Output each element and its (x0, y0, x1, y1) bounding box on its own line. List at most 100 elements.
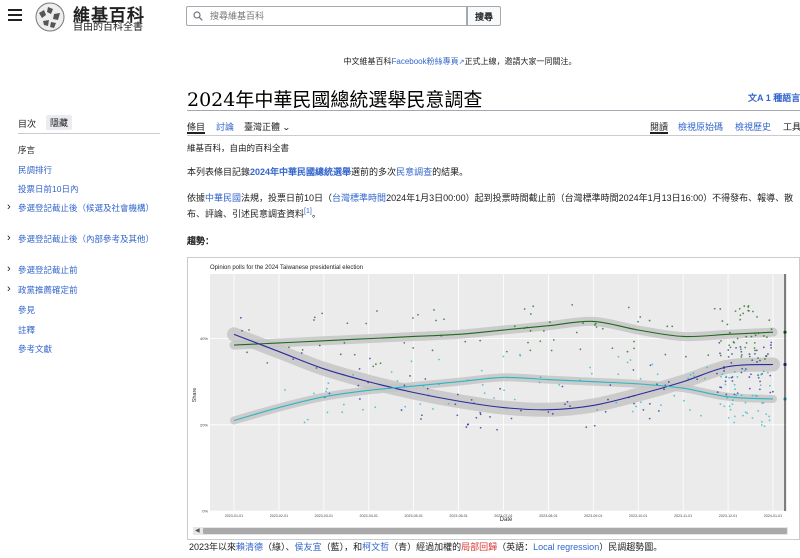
toc-item-rankings[interactable]: 民調排行 (18, 165, 53, 175)
y-tick-label: 0% (202, 509, 208, 514)
poll-point (493, 397, 495, 399)
poll-point (239, 316, 242, 319)
title-divider (187, 110, 800, 111)
text: 選前的多次 (351, 167, 397, 177)
poll-point (325, 390, 327, 393)
poll-point (627, 306, 630, 309)
poll-point (725, 393, 728, 396)
poll-point (539, 376, 542, 379)
tools-dropdown[interactable]: 工具 (783, 122, 800, 132)
poll-point (660, 404, 662, 406)
poll-point (716, 391, 719, 394)
poll-point (750, 335, 753, 338)
poll-point (404, 405, 407, 408)
poll-point (464, 340, 467, 343)
search-input[interactable] (210, 8, 460, 24)
poll-point (550, 349, 553, 352)
site-notice: 中文維基百科Facebook粉絲專頁↗正式上線，邀請大家一同關注。 (0, 56, 800, 67)
toc-item-notes[interactable]: 註釋 (18, 325, 36, 335)
toc-item-after-registration-1[interactable]: 參選登記截止後（候選及社會機構） (7, 202, 157, 214)
poll-point (734, 310, 737, 313)
poll-point (339, 353, 342, 356)
poll-point (745, 342, 748, 344)
hou-link[interactable]: 侯友宜 (294, 542, 322, 552)
chevron-down-icon: ⌄ (281, 123, 291, 132)
tab-article[interactable]: 條目 (187, 122, 206, 134)
poll-point (736, 337, 739, 340)
poll-point (312, 392, 315, 395)
poll-point (633, 340, 635, 343)
tab-history[interactable]: 檢視歷史 (735, 122, 772, 132)
poll-point (704, 377, 706, 380)
opinion-poll-link[interactable]: 民意調查 (396, 167, 433, 177)
poll-trend-chart[interactable]: Opinion polls for the 2024 Taiwanese pre… (188, 258, 800, 540)
language-button[interactable]: 文A 1 種語言 (748, 91, 800, 104)
toc-item-intro[interactable]: 序言 (18, 145, 36, 155)
poll-point (420, 414, 423, 417)
toc-item-within-10-days[interactable]: 投票日前10日內 (18, 184, 79, 194)
poll-point (379, 362, 382, 365)
reference-1-link[interactable]: [1] (304, 208, 312, 215)
local-regression-en-link[interactable]: Local regression (533, 542, 600, 552)
poll-point (745, 335, 748, 338)
variant-label: 臺灣正體 (244, 122, 281, 132)
chart-scrollbar-thumb[interactable] (203, 528, 787, 534)
tab-talk[interactable]: 討論 (216, 122, 235, 132)
toc-item-see-also[interactable]: 參見 (18, 305, 36, 315)
poll-point (763, 425, 766, 428)
wikipedia-globe-icon[interactable] (34, 1, 66, 33)
lai-link[interactable]: 賴清德 (236, 542, 264, 552)
poll-point (733, 341, 736, 344)
variant-dropdown[interactable]: 臺灣正體 ⌄ (244, 120, 291, 134)
poll-point (593, 324, 596, 326)
poll-point (753, 347, 756, 349)
toc-item-before-nomination[interactable]: 政黨推薦確定前 (7, 284, 157, 296)
poll-point (689, 373, 692, 376)
trend-line (233, 320, 774, 346)
poll-point (575, 331, 578, 334)
logo-wordmark[interactable]: 維基百科 (73, 6, 145, 26)
search-button[interactable]: 搜尋 (467, 6, 501, 26)
poll-point (765, 355, 767, 358)
poll-point (438, 358, 440, 361)
poll-point (358, 398, 361, 400)
toc-hide-button[interactable]: 隱藏 (46, 115, 73, 130)
page-title: 2024年中華民國總統選舉民意調查 (187, 89, 483, 111)
roc-link[interactable]: 中華民國 (205, 193, 242, 203)
poll-point (748, 355, 751, 358)
poll-point (443, 318, 445, 321)
poll-point (571, 304, 574, 306)
poll-point (637, 320, 639, 323)
poll-point (770, 328, 773, 331)
text: （藍），和 (321, 542, 363, 552)
election-link[interactable]: 2024年中華民國總統選舉 (250, 167, 352, 177)
toc-item-references[interactable]: 參考文獻 (18, 344, 53, 354)
ko-link[interactable]: 柯文哲 (362, 542, 390, 552)
poll-point (706, 366, 708, 369)
poll-point (765, 336, 768, 339)
poll-point (432, 408, 434, 410)
toc-item-after-registration-2[interactable]: 參選登記截止後（內部參考及其他） (7, 233, 157, 245)
poll-point (604, 410, 607, 413)
local-regression-link[interactable]: 局部回歸 (461, 542, 498, 552)
poll-point (740, 350, 743, 353)
poll-point (744, 346, 747, 349)
poll-point (595, 326, 598, 328)
external-link-icon: ↗ (458, 59, 465, 66)
poll-point (728, 376, 730, 379)
site-notice-text-after: 正式上線，邀請大家一同關注。 (464, 57, 577, 66)
poll-point (579, 348, 582, 351)
tab-view-source[interactable]: 檢視原始碼 (678, 122, 724, 132)
toc-divider (18, 133, 160, 134)
scroll-left-icon[interactable]: ◀ (195, 528, 200, 534)
poll-point (589, 366, 592, 369)
facebook-page-link[interactable]: Facebook粉絲專頁 (391, 57, 459, 66)
tab-read[interactable]: 閱讀 (650, 122, 669, 134)
poll-point (736, 376, 739, 378)
poll-point (617, 355, 620, 358)
taiwan-time-link[interactable]: 台灣標準時間 (332, 193, 387, 203)
main-menu-button[interactable] (8, 9, 22, 23)
chart-title: Opinion polls for the 2024 Taiwanese pre… (210, 265, 363, 271)
toc-item-before-registration[interactable]: 參選登記截止前 (7, 264, 157, 276)
poll-point (426, 387, 429, 390)
